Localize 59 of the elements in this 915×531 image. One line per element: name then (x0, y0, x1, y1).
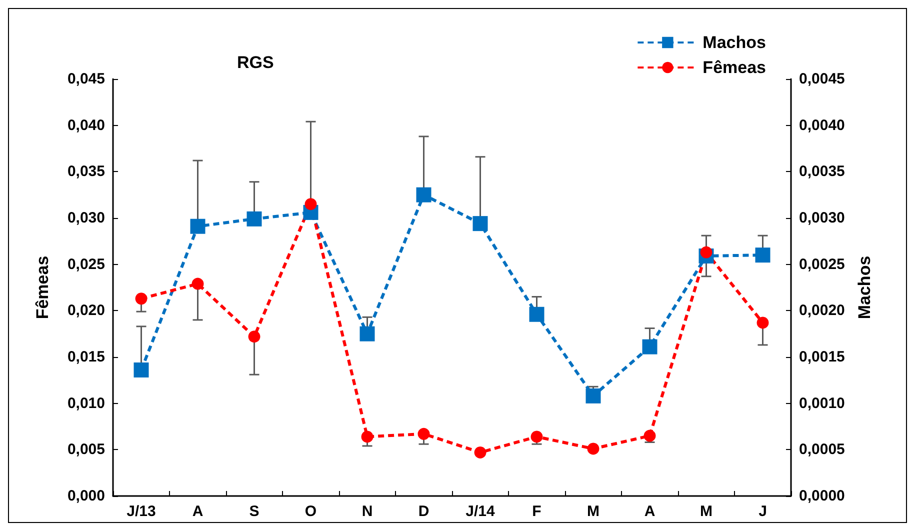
y-tick-label: 0,020 (67, 302, 105, 320)
point (642, 339, 658, 354)
x-tick-label: A (192, 503, 204, 520)
point (587, 442, 600, 455)
y-tick-label: 0,010 (67, 394, 105, 412)
y2-tick-label: 0,0015 (799, 348, 845, 366)
x-tick-label: O (304, 503, 317, 520)
point (135, 292, 148, 305)
y-tick-label: 0,030 (67, 210, 105, 226)
y2-tick-label: 0,0010 (799, 394, 845, 412)
point (360, 326, 375, 342)
point (474, 446, 486, 458)
point (416, 187, 432, 202)
point (192, 278, 204, 290)
y2-tick-label: 0,0030 (799, 210, 845, 226)
point (586, 388, 601, 404)
point (248, 330, 260, 343)
point (644, 430, 656, 442)
y-tick-label: 0,005 (67, 441, 105, 458)
point (246, 211, 262, 226)
y-axis-title: Fêmeas (33, 256, 52, 320)
x-tick-label: J/14 (466, 503, 496, 520)
x-tick-label: A (644, 503, 656, 520)
y-tick-label: 0,040 (67, 116, 105, 134)
point (472, 216, 488, 232)
y2-tick-label: 0,0040 (799, 116, 845, 134)
y2-tick-label: 0,0005 (799, 441, 845, 458)
y2-tick-label: 0,0020 (799, 302, 845, 320)
x-tick-label: J/13 (126, 503, 156, 520)
y2-tick-label: 0,0000 (799, 488, 845, 504)
x-tick-label: S (249, 503, 260, 520)
point (756, 316, 769, 329)
chart-title: RGS (237, 53, 274, 72)
point (755, 248, 770, 263)
legend-label: Fêmeas (702, 58, 766, 77)
y2-tick-label: 0,0025 (799, 256, 845, 273)
point (190, 218, 206, 234)
y2-tick-label: 0,0045 (799, 70, 845, 88)
x-tick-label: M (700, 503, 712, 520)
x-tick-label: J (758, 503, 767, 520)
point (418, 428, 430, 440)
y-tick-label: 0,025 (67, 256, 105, 273)
point (700, 246, 712, 258)
point (529, 306, 544, 322)
y-tick-label: 0,035 (67, 163, 105, 180)
y-tick-label: 0,015 (67, 348, 105, 366)
x-tick-label: F (532, 503, 542, 520)
y2-axis-title: Machos (854, 256, 874, 320)
legend-label: Machos (702, 33, 766, 52)
y-tick-label: 0,000 (67, 488, 105, 504)
x-tick-label: D (418, 503, 430, 520)
point (530, 430, 543, 443)
x-tick-label: M (587, 503, 600, 520)
point (134, 362, 149, 378)
point (304, 198, 317, 210)
point (361, 430, 374, 443)
y-tick-label: 0,045 (67, 70, 105, 88)
y2-tick-label: 0,0035 (799, 163, 845, 180)
x-tick-label: N (362, 503, 373, 520)
